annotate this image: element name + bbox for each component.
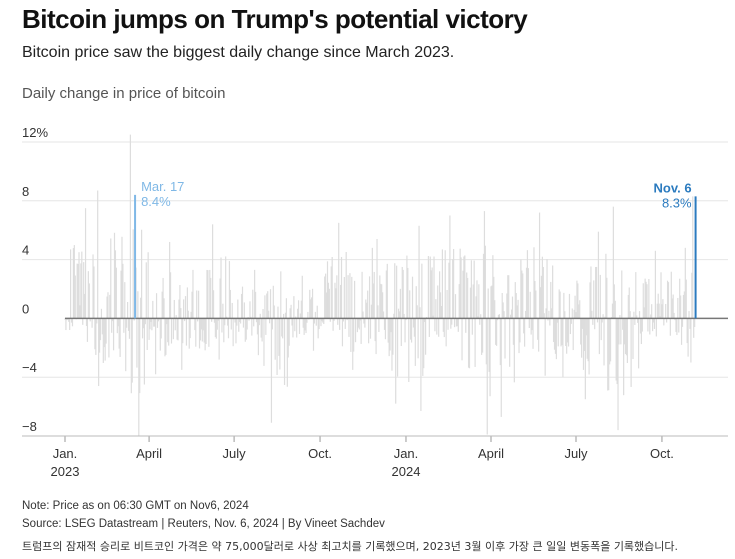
chart-caption: 트럼프의 잠재적 승리로 비트코인 가격은 약 75,000달러로 사상 최고치… <box>22 540 679 553</box>
y-tick-label: 0 <box>22 301 29 316</box>
x-tick-year-label: 2024 <box>392 464 421 479</box>
x-tick-label: July <box>223 446 247 461</box>
x-tick-label: Jan. <box>53 446 78 461</box>
chart-source: Source: LSEG Datastream | Reuters, Nov. … <box>22 518 385 530</box>
chart-title: Bitcoin jumps on Trump's potential victo… <box>22 4 528 34</box>
highlight-date-label: Nov. 6 <box>654 180 692 195</box>
highlight-value-label: 8.3% <box>662 195 692 210</box>
y-axis-ticks: 12% 8 4 0 −4 −8 <box>22 125 48 434</box>
x-tick-label: April <box>136 446 162 461</box>
highlight-annotations: Mar. 178.4% Nov. 68.3% <box>134 179 697 319</box>
daily-change-bars <box>64 134 696 436</box>
y-tick-label: 8 <box>22 184 29 199</box>
x-tick-label: Jan. <box>394 446 419 461</box>
y-tick-label: 4 <box>22 243 29 258</box>
chart-note: Note: Price as on 06:30 GMT on Nov6, 202… <box>22 500 249 512</box>
x-axis-ticks: Jan. 2023 April July Oct. Jan. 2024 April July Oc… <box>22 435 728 479</box>
x-tick-label: Oct. <box>308 446 332 461</box>
highlight-date-label: Mar. 17 <box>141 179 184 194</box>
chart-label: Daily change in price of bitcoin <box>22 85 226 102</box>
x-tick-label: Oct. <box>650 446 674 461</box>
x-tick-label: July <box>564 446 588 461</box>
chart-subtitle: Bitcoin price saw the biggest daily chan… <box>22 44 455 61</box>
highlight-value-label: 8.4% <box>141 194 171 209</box>
y-tick-label: −4 <box>22 360 37 375</box>
bar-chart: Mar. 178.4% Nov. 68.3% 12% 8 4 0 −4 −8 Jan. 202… <box>22 125 728 479</box>
y-tick-label: 12% <box>22 125 48 140</box>
x-tick-label: April <box>478 446 504 461</box>
y-tick-label: −8 <box>22 419 37 434</box>
x-tick-year-label: 2023 <box>51 464 80 479</box>
